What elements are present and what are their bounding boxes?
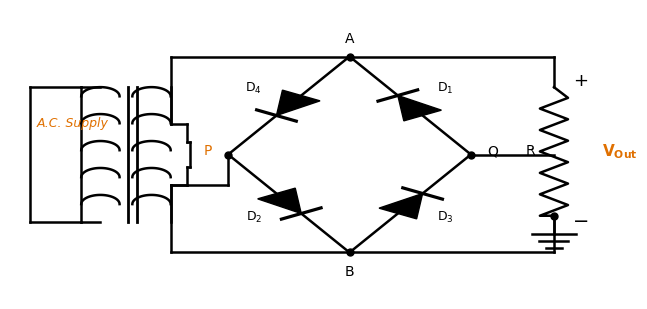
Polygon shape xyxy=(398,95,441,121)
Polygon shape xyxy=(379,193,422,219)
Text: +: + xyxy=(573,72,588,90)
Polygon shape xyxy=(258,188,302,214)
Text: D$_4$: D$_4$ xyxy=(245,81,262,96)
Text: B: B xyxy=(345,265,355,279)
Text: A: A xyxy=(345,32,355,46)
Text: D$_2$: D$_2$ xyxy=(245,210,262,225)
Text: P: P xyxy=(204,144,212,159)
Text: R: R xyxy=(525,144,535,159)
Text: D$_1$: D$_1$ xyxy=(437,81,454,96)
Text: A.C. Supply: A.C. Supply xyxy=(36,117,109,130)
Text: D$_3$: D$_3$ xyxy=(437,210,454,225)
Text: Q: Q xyxy=(487,144,498,159)
Polygon shape xyxy=(276,90,320,116)
Text: −: − xyxy=(573,212,589,231)
Text: $\mathbf{V}_{\mathbf{Out}}$: $\mathbf{V}_{\mathbf{Out}}$ xyxy=(602,142,637,161)
